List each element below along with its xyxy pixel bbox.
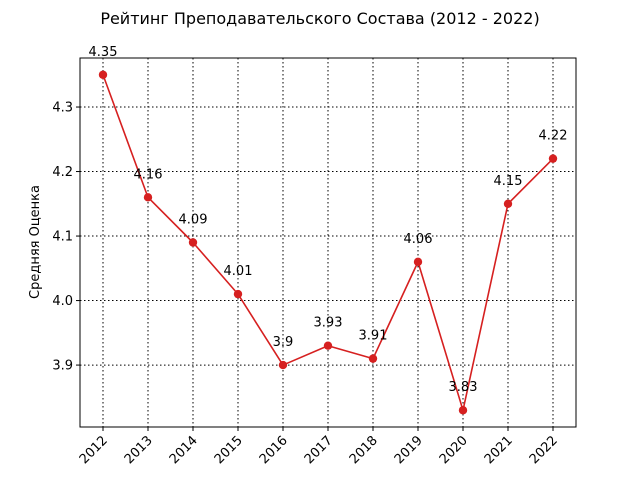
data-point — [548, 154, 558, 163]
x-tick-label: 2016 — [257, 433, 291, 467]
data-label: 4.16 — [134, 167, 163, 182]
data-point — [278, 360, 288, 370]
y-tick-label: 4.0 — [52, 294, 73, 309]
grid-lines — [80, 58, 576, 427]
data-label: 3.9 — [273, 335, 294, 350]
x-tick-label: 2019 — [392, 433, 426, 467]
data-point — [233, 289, 243, 299]
x-tick-label: 2015 — [212, 433, 246, 467]
data-point — [143, 193, 153, 202]
axis-ticks: 2012 2013 2014 2015 2016 2017 2018 2019 2020 2021… — [52, 101, 561, 468]
data-point — [188, 238, 198, 247]
x-tick-label: 2018 — [347, 433, 381, 467]
x-tick-label: 2013 — [122, 433, 156, 467]
x-tick-label: 2020 — [437, 433, 471, 467]
x-tick-label: 2017 — [302, 433, 336, 467]
data-label: 3.83 — [449, 380, 478, 395]
y-tick-label: 4.3 — [52, 101, 73, 116]
series-group: 4.35 4.16 4.09 4.01 3.9 3.93 3.91 4.06 3.83 4.15 4… — [89, 45, 568, 415]
x-tick-label: 2021 — [482, 433, 516, 467]
y-tick-label: 4.2 — [52, 165, 73, 180]
data-point — [413, 257, 423, 267]
data-point — [458, 406, 468, 415]
data-point — [368, 354, 378, 363]
data-point — [323, 341, 333, 350]
x-tick-label: 2014 — [167, 433, 201, 467]
data-label: 4.22 — [539, 129, 568, 144]
data-label: 4.09 — [179, 213, 208, 228]
data-label: 4.15 — [494, 174, 523, 189]
plot-frame — [79, 57, 577, 428]
data-label: 4.01 — [224, 264, 253, 279]
chart-title: Рейтинг Преподавательского Состава (2012… — [100, 9, 539, 28]
data-label: 4.35 — [89, 45, 118, 60]
data-point — [98, 70, 108, 79]
data-label: 4.06 — [404, 232, 433, 247]
data-point — [503, 199, 513, 208]
y-axis-label: Средняя Оценка — [28, 185, 43, 299]
x-tick-label: 2022 — [527, 433, 561, 467]
data-label: 3.91 — [359, 329, 388, 344]
y-tick-label: 4.1 — [52, 230, 73, 245]
data-label: 3.93 — [314, 316, 343, 331]
y-tick-label: 3.9 — [52, 359, 73, 374]
x-tick-label: 2012 — [77, 433, 111, 467]
